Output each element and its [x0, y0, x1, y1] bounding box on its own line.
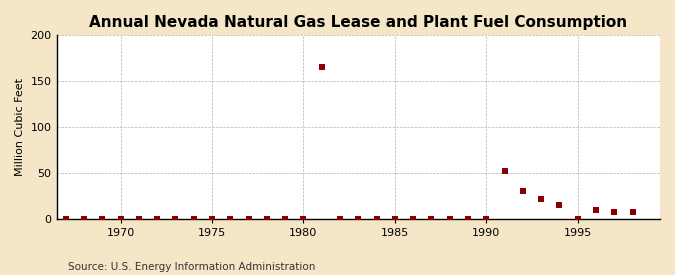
Point: [371, 217, 382, 221]
Point: [554, 203, 565, 207]
Point: [317, 65, 327, 70]
Point: [536, 197, 547, 201]
Point: [426, 217, 437, 221]
Point: [627, 210, 638, 214]
Point: [353, 217, 364, 221]
Point: [261, 217, 272, 221]
Point: [500, 169, 510, 174]
Point: [152, 217, 163, 221]
Point: [188, 217, 199, 221]
Point: [207, 217, 217, 221]
Point: [609, 210, 620, 214]
Title: Annual Nevada Natural Gas Lease and Plant Fuel Consumption: Annual Nevada Natural Gas Lease and Plan…: [89, 15, 627, 30]
Point: [170, 217, 181, 221]
Point: [335, 217, 346, 221]
Point: [97, 217, 107, 221]
Point: [572, 217, 583, 221]
Point: [408, 217, 418, 221]
Y-axis label: Million Cubic Feet: Million Cubic Feet: [15, 78, 25, 176]
Point: [78, 217, 89, 221]
Point: [279, 217, 290, 221]
Point: [243, 217, 254, 221]
Point: [444, 217, 455, 221]
Point: [60, 217, 71, 221]
Point: [115, 217, 126, 221]
Point: [518, 189, 529, 194]
Point: [462, 217, 473, 221]
Point: [134, 217, 144, 221]
Point: [591, 208, 601, 212]
Point: [225, 217, 236, 221]
Text: Source: U.S. Energy Information Administration: Source: U.S. Energy Information Administ…: [68, 262, 315, 272]
Point: [481, 217, 491, 221]
Point: [298, 217, 308, 221]
Point: [389, 217, 400, 221]
